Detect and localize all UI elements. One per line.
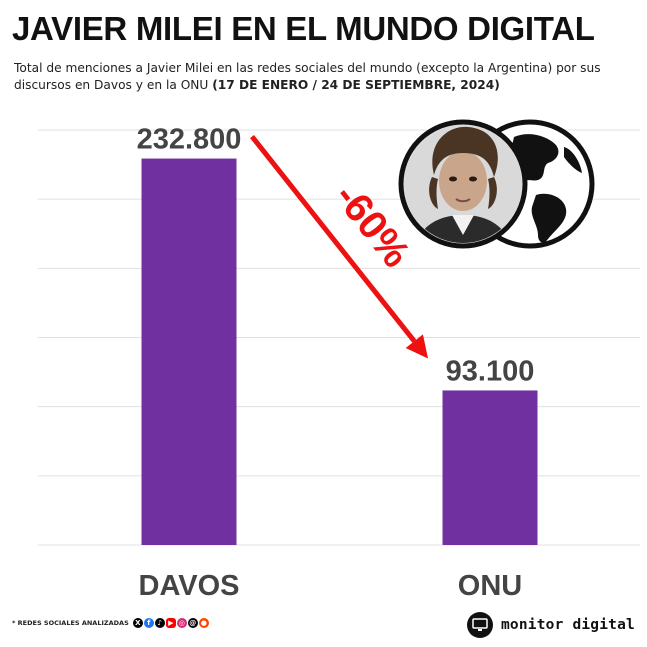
data-label-davos: 232.800 bbox=[137, 124, 242, 156]
facebook-icon: f bbox=[143, 618, 154, 628]
data-label-onu: 93.100 bbox=[446, 355, 535, 387]
instagram-icon: ◎ bbox=[176, 618, 187, 628]
change-arrow bbox=[250, 134, 417, 343]
bar-onu bbox=[442, 390, 538, 545]
reddit-icon: ● bbox=[198, 618, 209, 628]
footer-note-text: * REDES SOCIALES ANALIZADAS bbox=[12, 619, 129, 627]
social-icons: X f ♪ ▶ ◎ @ ● bbox=[132, 618, 209, 628]
subtitle-text: Total de menciones a Javier Milei en las… bbox=[14, 61, 601, 92]
youtube-icon: ▶ bbox=[165, 618, 176, 628]
chart-title: JAVIER MILEI EN EL MUNDO DIGITAL bbox=[12, 10, 595, 47]
threads-icon: @ bbox=[187, 618, 198, 628]
milei-globe-illustration bbox=[398, 119, 595, 249]
brand: monitor digital bbox=[467, 612, 635, 638]
subtitle-dates: (17 DE ENERO / 24 DE SEPTIEMBRE, 2024) bbox=[212, 78, 500, 92]
brand-name: monitor digital bbox=[501, 617, 635, 633]
tiktok-icon: ♪ bbox=[154, 618, 165, 628]
footer-note: * REDES SOCIALES ANALIZADAS X f ♪ ▶ ◎ @ … bbox=[12, 618, 209, 628]
monitor-icon bbox=[467, 612, 493, 638]
chart-subtitle: Total de menciones a Javier Milei en las… bbox=[14, 60, 624, 94]
bar-davos bbox=[141, 158, 237, 545]
change-arrow-head bbox=[405, 334, 428, 359]
x-icon: X bbox=[132, 618, 143, 628]
category-label-onu: ONU bbox=[458, 570, 522, 602]
category-label-davos: DAVOS bbox=[139, 570, 240, 602]
